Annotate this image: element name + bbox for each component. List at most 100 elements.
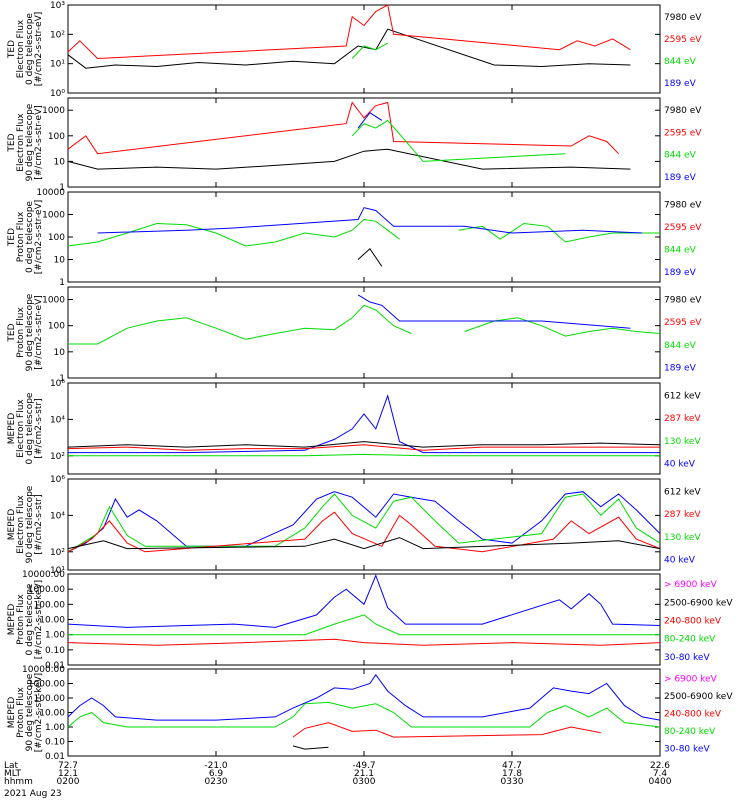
legend-entry: 2595 eV — [664, 223, 702, 233]
panel-frame — [67, 191, 661, 283]
y-tick-label: 10⁰ — [50, 89, 65, 99]
legend-entry: 844 eV — [664, 57, 697, 67]
series-2-line — [68, 614, 660, 636]
series-4-line — [68, 453, 660, 457]
series-1-line — [67, 28, 631, 69]
legend-entry: 844 eV — [664, 245, 697, 255]
y-axis-label-line: Electron Flux — [16, 399, 26, 458]
y-tick-label: 10⁴ — [50, 415, 65, 425]
y-axis-label-line: TED — [7, 228, 17, 247]
legend-entry: 7980 eV — [664, 200, 702, 210]
y-tick-label: 10000.00 — [22, 665, 65, 675]
y-tick-label: 1 — [59, 374, 65, 384]
panel-frame — [67, 478, 661, 571]
legend-entry: 844 eV — [664, 151, 697, 161]
legend-entry: 2595 eV — [664, 35, 702, 45]
y-tick-label: 100 — [48, 322, 65, 332]
y-tick-label: 0.01 — [45, 752, 65, 762]
y-axis-label-line: Proton Flux — [16, 594, 26, 645]
y-axis-label-line: Proton Flux — [16, 307, 26, 358]
legend-entry: 7980 eV — [664, 295, 702, 305]
time-axis-lat-label: 72.7 — [58, 761, 78, 771]
series-1-line — [67, 673, 661, 721]
y-axis-label: TEDProton Flux90 deg telescope[#/cm2-s-s… — [7, 293, 44, 371]
y-axis-label: MEPEDElectron Flux0 deg telescope[#/cm2-… — [7, 392, 44, 464]
series-4-line — [292, 745, 329, 750]
y-tick-label: 10000.00 — [22, 570, 65, 580]
series-4-line — [67, 537, 661, 550]
y-tick-label: 1.00 — [45, 631, 65, 641]
y-axis-label-line: TED — [7, 40, 17, 59]
y-tick-label: 10 — [54, 256, 66, 266]
time-axis-time-label: 0300 — [353, 777, 376, 787]
legend-entry: 2500-6900 keV — [664, 692, 733, 702]
y-axis-label-line: [#/cm2-s-str] — [34, 494, 44, 554]
y-axis-label-line: 90 deg telescope — [25, 485, 35, 563]
legend-entry: 80-240 keV — [664, 727, 716, 737]
date-label: 2021 Aug 23 — [4, 789, 62, 799]
y-tick-label: 100.00 — [34, 694, 66, 704]
y-axis-label-line: Electron Flux — [16, 113, 26, 172]
y-axis-label-line: 90 deg telescope — [25, 103, 35, 181]
y-axis-label-line: Electron Flux — [16, 495, 26, 554]
legend-entry: 40 keV — [664, 460, 696, 470]
y-tick-label: 1000 — [42, 211, 65, 221]
series-2-line — [67, 493, 661, 553]
y-tick-label: 10.00 — [39, 709, 65, 719]
series-1-line — [357, 248, 383, 267]
legend-entry: 130 keV — [664, 437, 701, 447]
legend-entry: 30-80 keV — [664, 653, 710, 663]
y-axis-label-line: [#/cm2-s-str-eV] — [34, 295, 44, 370]
series-2-line — [67, 101, 619, 155]
legend-entry: 287 keV — [664, 414, 701, 424]
series-2-line — [67, 441, 661, 448]
y-axis-label-line: 90 deg telescope — [25, 293, 35, 371]
series-3-line — [68, 304, 412, 345]
series-2-line — [67, 4, 631, 60]
y-axis-label-line: MEPED — [7, 413, 17, 445]
y-tick-label: 100 — [48, 132, 65, 142]
time-axis-time-label: 0330 — [501, 777, 524, 787]
legend-entry: 240-800 keV — [664, 617, 722, 627]
legend-entry: > 6900 keV — [664, 675, 718, 685]
legend-entry: 189 eV — [664, 364, 697, 374]
legend-entry: 2500-6900 keV — [664, 598, 733, 608]
y-axis-label-line: 90 deg telescope — [25, 673, 35, 751]
y-axis-label-line: MEPED — [7, 509, 17, 541]
series-3-line — [458, 222, 660, 243]
time-axis-lat-label: -49.7 — [352, 761, 375, 771]
y-tick-label: 1 — [59, 278, 65, 288]
series-4-line — [357, 294, 631, 329]
y-axis-label-line: [#/cm2-s-str] — [34, 398, 44, 458]
series-3-line — [464, 317, 661, 337]
y-tick-label: 1000 — [42, 295, 65, 305]
y-tick-label: 10 — [54, 348, 66, 358]
y-axis-label: MEPEDProton Flux0 deg telescope[#/cm2-s-… — [7, 580, 44, 659]
y-axis-label-line: [#/cm2-s-str-eV] — [34, 12, 44, 87]
legend-entry: 844 eV — [664, 341, 697, 351]
series-3-line — [67, 638, 661, 646]
series-3-line — [67, 511, 661, 553]
time-axis-row-label: hhmm — [4, 777, 33, 787]
legend-entry: 130 keV — [664, 533, 701, 543]
y-tick-label: 10⁴ — [50, 511, 65, 521]
y-axis-label-line: TED — [7, 323, 17, 342]
panel-frame — [67, 4, 661, 94]
panel-3: 1 10 100 1000 10000 TEDProton Flux0 deg teles… — [7, 188, 702, 288]
series-1-line — [67, 148, 631, 170]
y-axis-label-line: [#/cm2-s-str-eV] — [34, 200, 44, 275]
y-axis-label-line: MEPED — [7, 697, 17, 729]
y-axis-label: TEDProton Flux0 deg telescope[#/cm2-s-st… — [7, 200, 44, 275]
time-axis-lat-label: -21.0 — [204, 761, 228, 771]
legend-entry: 40 keV — [664, 556, 696, 566]
y-axis-label: MEPEDProton Flux90 deg telescope[#/cm2-s… — [7, 673, 44, 752]
series-3-line — [292, 722, 601, 738]
time-axis-time-label: 0400 — [649, 777, 672, 787]
y-axis-label-line: TED — [7, 133, 17, 152]
y-tick-label: 10¹ — [50, 566, 65, 576]
panel-1: 10⁰ 10¹ 10² 10³ TEDElectron Flux0 deg telesc… — [7, 1, 702, 99]
y-tick-label: 10⁶ — [50, 475, 65, 485]
y-tick-label: 10² — [50, 30, 65, 40]
legend-entry: 2595 eV — [664, 128, 702, 138]
series-1-line — [67, 574, 661, 628]
